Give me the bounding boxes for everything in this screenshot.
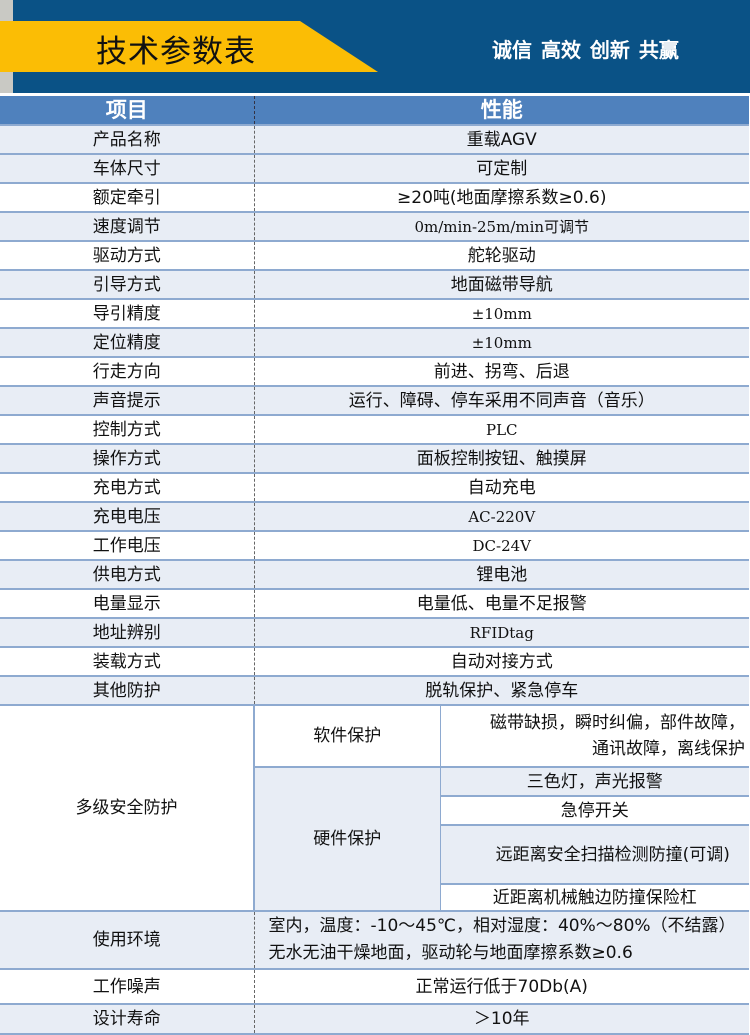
- slogan: 诚信 高效 创新 共赢: [492, 38, 679, 62]
- param-name: 电量显示: [0, 589, 255, 619]
- table-row: 行走方向 前进、拐弯、后退: [0, 357, 749, 387]
- table-row: 装载方式 自动对接方式: [0, 647, 749, 677]
- param-value: ±10mm: [254, 328, 749, 358]
- hardware-value: 远距离安全扫描检测防撞(可调): [440, 825, 749, 885]
- param-name: 供电方式: [0, 560, 255, 590]
- table-row: 硬件保护 三色灯，声光报警: [0, 767, 749, 912]
- table-row: 引导方式 地面磁带导航: [0, 270, 749, 300]
- hardware-value: 近距离机械触边防撞保险杠: [440, 884, 749, 912]
- param-name: 操作方式: [0, 444, 255, 474]
- param-name: 多级安全防护: [0, 705, 255, 912]
- header-item: 项目: [0, 96, 255, 126]
- hardware-value: 三色灯，声光报警: [440, 767, 749, 797]
- table-row: 导引精度 ±10mm: [0, 299, 749, 329]
- param-name: 定位精度: [0, 328, 255, 358]
- param-name: 驱动方式: [0, 241, 255, 271]
- param-value: PLC: [254, 415, 749, 445]
- param-name: 使用环境: [0, 911, 255, 970]
- param-name: 充电方式: [0, 473, 255, 503]
- param-name: 速度调节: [0, 212, 255, 242]
- param-value: 运行、障碍、停车采用不同声音（音乐）: [254, 386, 749, 416]
- hardware-label: 硬件保护: [253, 767, 441, 912]
- param-name: 其他防护: [0, 676, 255, 706]
- param-value: 脱轨保护、紧急停车: [254, 676, 749, 706]
- param-name: 导引精度: [0, 299, 255, 329]
- param-name: 设计寿命: [0, 1004, 255, 1035]
- table-row: 控制方式 PLC: [0, 415, 749, 445]
- param-value: 电量低、电量不足报警: [254, 589, 749, 619]
- param-name: 行走方向: [0, 357, 255, 387]
- table-row: 操作方式 面板控制按钮、触摸屏: [0, 444, 749, 474]
- table-row: 定位精度 ±10mm: [0, 328, 749, 358]
- param-name: 车体尺寸: [0, 154, 255, 184]
- header-banner: 技术参数表 诚信 高效 创新 共赢: [0, 0, 750, 93]
- param-value: ＞10年: [254, 1004, 749, 1035]
- param-name: 地址辨别: [0, 618, 255, 648]
- table-row: 车体尺寸 可定制: [0, 154, 749, 184]
- table-row: 远距离安全扫描检测防撞(可调): [0, 825, 749, 885]
- param-value: 自动充电: [254, 473, 749, 503]
- table-row: 设计寿命 ＞10年: [0, 1004, 749, 1035]
- param-value: ±10mm: [254, 299, 749, 329]
- table-row: 充电电压 AC-220V: [0, 502, 749, 532]
- param-name: 装载方式: [0, 647, 255, 677]
- page-title: 技术参数表: [96, 34, 256, 70]
- param-name: 声音提示: [0, 386, 255, 416]
- param-name: 充电电压: [0, 502, 255, 532]
- table-row: 多级安全防护 软件保护 磁带缺损，瞬时纠偏，部件故障，通讯故障，离线保护: [0, 705, 749, 912]
- hardware-value: 急停开关: [440, 796, 749, 826]
- table-row: 急停开关: [0, 796, 749, 826]
- param-name: 控制方式: [0, 415, 255, 445]
- param-value: 自动对接方式: [254, 647, 749, 677]
- software-label: 软件保护: [253, 705, 441, 768]
- param-value: DC-24V: [254, 531, 749, 561]
- param-value: RFIDtag: [254, 618, 749, 648]
- table-row: 使用环境 室内，温度：-10～45℃，相对湿度：40%～80%（不结露）无水无油…: [0, 911, 749, 970]
- table-row: 工作电压 DC-24V: [0, 531, 749, 561]
- table-row: 产品名称 重载AGV: [0, 125, 749, 155]
- header-performance: 性能: [254, 96, 749, 126]
- table-row: 供电方式 锂电池: [0, 560, 749, 590]
- table-row: 充电方式 自动充电: [0, 473, 749, 503]
- table-row: 工作噪声 正常运行低于70Db(A): [0, 969, 749, 1005]
- param-value: 前进、拐弯、后退: [254, 357, 749, 387]
- param-name: 额定牵引: [0, 183, 255, 213]
- table-row: 速度调节 0m/min-25m/min可调节: [0, 212, 749, 242]
- param-value: ≥20吨(地面摩擦系数≥0.6): [254, 183, 749, 213]
- table-header: 项目 性能: [0, 96, 749, 126]
- table-row: 额定牵引 ≥20吨(地面摩擦系数≥0.6): [0, 183, 749, 213]
- table-row: 近距离机械触边防撞保险杠: [0, 884, 749, 912]
- param-value: AC-220V: [254, 502, 749, 532]
- param-name: 工作电压: [0, 531, 255, 561]
- table-row: 地址辨别 RFIDtag: [0, 618, 749, 648]
- param-name: 工作噪声: [0, 969, 255, 1005]
- table-row: 电量显示 电量低、电量不足报警: [0, 589, 749, 619]
- spec-table: 项目 性能 产品名称 重载AGV 车体尺寸 可定制 额定牵引 ≥20吨(地面摩擦…: [0, 96, 749, 1035]
- param-value: 0m/min-25m/min可调节: [254, 212, 749, 242]
- param-value: 正常运行低于70Db(A): [254, 969, 749, 1005]
- param-name: 产品名称: [0, 125, 255, 155]
- param-value: 重载AGV: [254, 125, 749, 155]
- param-name: 引导方式: [0, 270, 255, 300]
- table-row: 声音提示 运行、障碍、停车采用不同声音（音乐）: [0, 386, 749, 416]
- param-value: 室内，温度：-10～45℃，相对湿度：40%～80%（不结露）无水无油干燥地面，…: [254, 911, 749, 970]
- param-value: 可定制: [254, 154, 749, 184]
- table-row: 驱动方式 舵轮驱动: [0, 241, 749, 271]
- param-value: 面板控制按钮、触摸屏: [254, 444, 749, 474]
- param-value: 锂电池: [254, 560, 749, 590]
- param-value: 舵轮驱动: [254, 241, 749, 271]
- table-row: 其他防护 脱轨保护、紧急停车: [0, 676, 749, 706]
- param-value: 地面磁带导航: [254, 270, 749, 300]
- software-value: 磁带缺损，瞬时纠偏，部件故障，通讯故障，离线保护: [440, 705, 749, 768]
